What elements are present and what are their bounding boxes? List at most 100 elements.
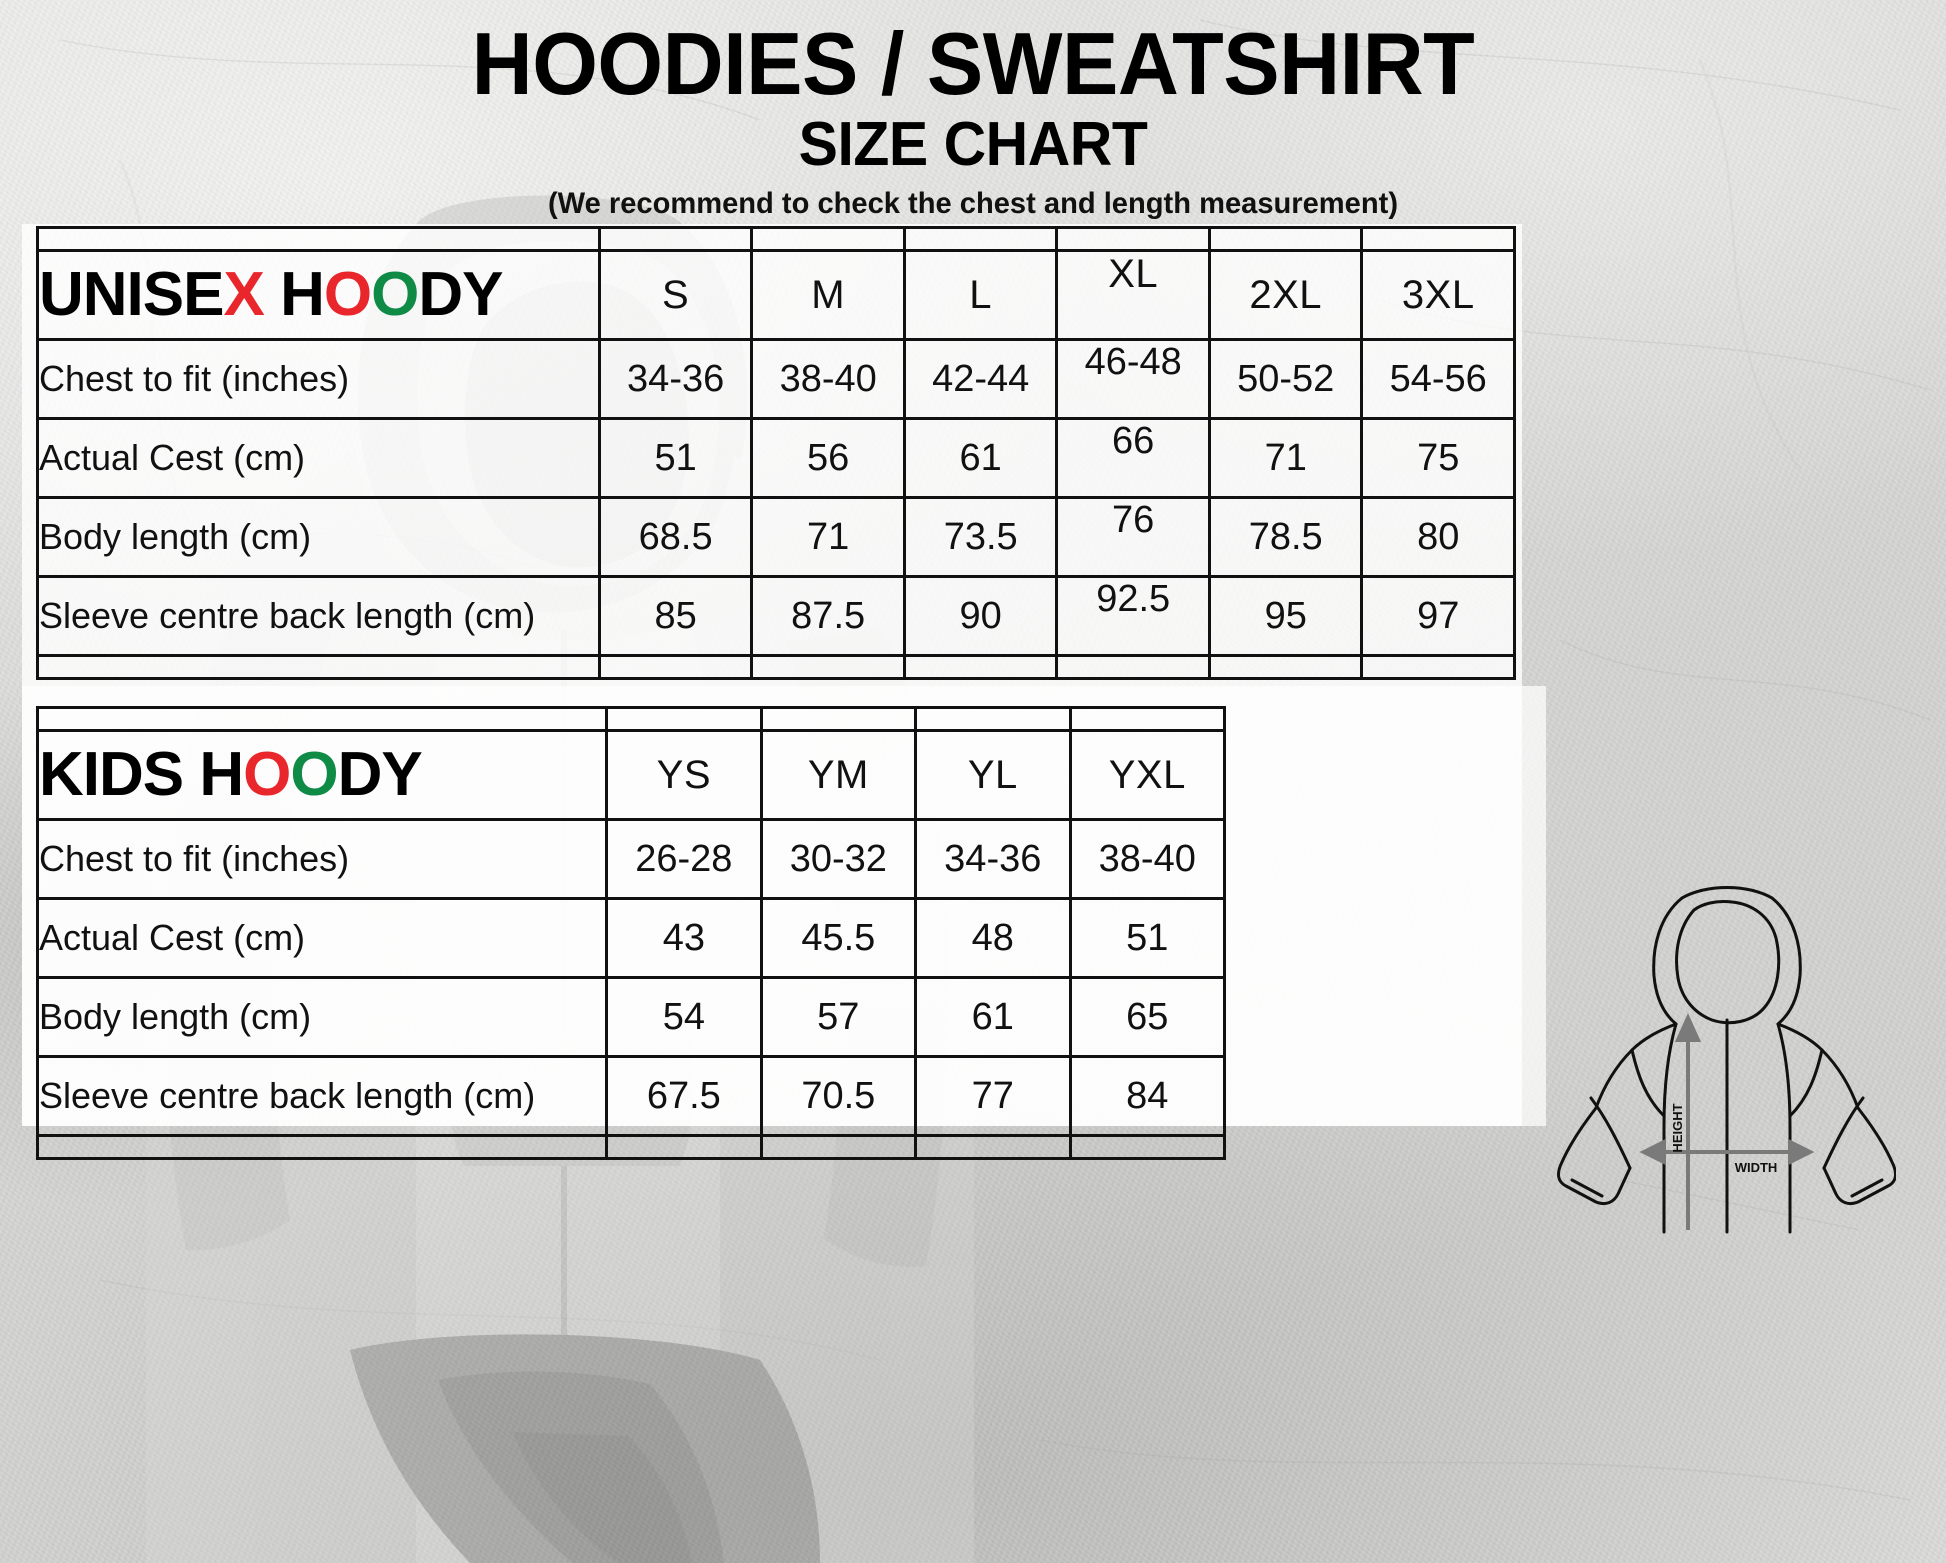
measurement-arrows — [1639, 1013, 1815, 1230]
cell-value: 87.5 — [750, 575, 906, 657]
cell-value: 46-48 — [1055, 338, 1211, 420]
cell-value: 51 — [597, 417, 754, 499]
row-label: Body length (cm) — [36, 496, 601, 578]
cell-value: 38-40 — [1068, 818, 1227, 900]
spacer-cell — [605, 706, 763, 732]
spacer-cell — [597, 654, 754, 680]
cell-value: 67.5 — [605, 1055, 763, 1137]
spacer-cell — [750, 226, 906, 252]
cell-value: 34-36 — [914, 818, 1072, 900]
cell-value: 38-40 — [750, 338, 906, 420]
cell-value: 50-52 — [1207, 338, 1364, 420]
kids-hoody-table: KIDS HOODY YS YM YL YXL Chest to fit (in… — [35, 706, 1227, 1160]
spacer-cell — [902, 654, 1059, 680]
row-label: Sleeve centre back length (cm) — [36, 575, 601, 657]
table-row: Body length (cm) 54 57 61 65 — [35, 976, 1227, 1058]
table-spacer-row — [36, 226, 1516, 252]
row-label: Body length (cm) — [35, 976, 609, 1058]
unisex-brand-cell: UNISEX HOODY — [36, 249, 601, 341]
measurement-note: (We recommend to check the chest and len… — [547, 187, 1399, 220]
cell-value: 97 — [1360, 575, 1516, 657]
cuff-right — [1850, 1178, 1884, 1198]
table-spacer-row — [35, 1134, 1227, 1160]
sleeve-left-inner — [1589, 1096, 1632, 1170]
cell-value: 30-32 — [759, 818, 918, 900]
table-spacer-row — [36, 654, 1516, 680]
cell-value: 84 — [1068, 1055, 1227, 1137]
brand-part-4: DY — [337, 740, 423, 809]
cell-value: 76 — [1055, 496, 1211, 578]
cell-value: 57 — [759, 976, 918, 1058]
hood-opening — [1675, 900, 1781, 1025]
cell-value: 45.5 — [759, 897, 918, 979]
width-label: WIDTH — [1735, 1160, 1778, 1175]
cell-value: 77 — [914, 1055, 1072, 1137]
spacer-cell — [597, 226, 754, 252]
hoodie-measurement-diagram: HEIGHT WIDTH — [1557, 886, 1896, 1234]
cell-value: 66 — [1055, 417, 1211, 499]
cell-value: 61 — [902, 417, 1059, 499]
cell-value: 73.5 — [902, 496, 1059, 578]
cell-value: 51 — [1068, 897, 1227, 979]
table-row: Actual Cest (cm) 43 45.5 48 51 — [35, 897, 1227, 979]
table-row: Sleeve centre back length (cm) 67.5 70.5… — [35, 1055, 1227, 1137]
brand-part-5-green: O — [371, 260, 419, 329]
sleeve-right — [1822, 1106, 1896, 1206]
title-block: HOODIES / SWEATSHIRT SIZE CHART (We reco… — [0, 0, 1946, 224]
cell-value: 75 — [1360, 417, 1516, 499]
cell-value: 70.5 — [759, 1055, 918, 1137]
spacer-cell — [1055, 226, 1211, 252]
spacer-cell — [1207, 226, 1364, 252]
size-header-l: L — [902, 249, 1059, 341]
brand-part-4-red: O — [323, 260, 372, 329]
size-header-2xl: 2XL — [1207, 249, 1364, 341]
row-label: Chest to fit (inches) — [35, 818, 609, 900]
spacer-cell — [902, 226, 1059, 252]
spacer-cell — [750, 654, 906, 680]
brand-part-3: H — [263, 260, 325, 329]
body-left-side — [1662, 1022, 1678, 1234]
sleeve-right-inner — [1822, 1096, 1865, 1170]
cell-value: 54-56 — [1360, 338, 1516, 420]
spacer-cell — [759, 706, 918, 732]
spacer-cell — [1068, 706, 1227, 732]
spacer-cell — [914, 706, 1072, 732]
cell-value: 61 — [914, 976, 1072, 1058]
spacer-cell — [914, 1134, 1072, 1160]
table-header-row: UNISEX HOODY S M L XL 2XL 3XL — [36, 249, 1516, 341]
page-title: HOODIES / SWEATSHIRT — [471, 14, 1475, 113]
brand-part-1: KIDS H — [39, 740, 244, 809]
size-header-yxl: YXL — [1068, 729, 1227, 821]
spacer-cell — [35, 706, 609, 732]
spacer-cell — [36, 226, 601, 252]
size-header-ym: YM — [759, 729, 918, 821]
cell-value: 48 — [914, 897, 1072, 979]
spacer-cell — [36, 654, 601, 680]
width-arrow-head-right — [1788, 1138, 1815, 1166]
row-label: Actual Cest (cm) — [36, 417, 601, 499]
cell-value: 43 — [605, 897, 763, 979]
table-row: Chest to fit (inches) 26-28 30-32 34-36 … — [35, 818, 1227, 900]
table-row: Chest to fit (inches) 34-36 38-40 42-44 … — [36, 338, 1516, 420]
size-header-xl: XL — [1055, 249, 1211, 341]
spacer-cell — [1360, 654, 1516, 680]
cell-value: 95 — [1207, 575, 1364, 657]
body-right-side — [1776, 1022, 1792, 1234]
spacer-cell — [1360, 226, 1516, 252]
cell-value: 68.5 — [597, 496, 754, 578]
size-header-3xl: 3XL — [1360, 249, 1516, 341]
brand-part-6: DY — [418, 260, 503, 329]
cell-value: 54 — [605, 976, 763, 1058]
cell-value: 90 — [902, 575, 1059, 657]
spacer-cell — [1207, 654, 1364, 680]
page-subtitle: SIZE CHART — [798, 110, 1148, 179]
cell-value: 71 — [750, 496, 906, 578]
brand-part-2-red: X — [223, 260, 264, 329]
cell-value: 80 — [1360, 496, 1516, 578]
row-label: Chest to fit (inches) — [36, 338, 601, 420]
table-row: Sleeve centre back length (cm) 85 87.5 9… — [36, 575, 1516, 657]
armhole-left — [1630, 1048, 1666, 1118]
cell-value: 42-44 — [902, 338, 1059, 420]
spacer-cell — [605, 1134, 763, 1160]
unisex-hoody-table: UNISEX HOODY S M L XL 2XL 3XL Chest to f… — [36, 226, 1516, 680]
